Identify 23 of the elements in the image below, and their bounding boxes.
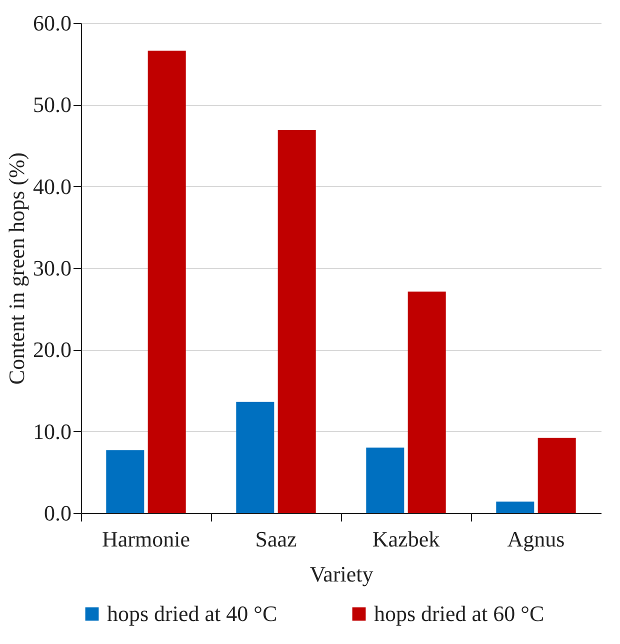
x-tick-label: Kazbek	[372, 526, 440, 552]
legend-label: hops dried at 60 °C	[374, 601, 544, 626]
x-tick-label: Saaz	[255, 526, 297, 552]
bar	[236, 402, 274, 513]
y-tick-label: 40.0	[33, 174, 72, 199]
bar	[106, 450, 144, 513]
y-tick-label: 0.0	[44, 500, 72, 526]
y-tick-label: 30.0	[33, 256, 72, 280]
x-axis-title: Variety	[310, 562, 374, 586]
x-tick-label: Agnus	[507, 526, 565, 552]
bar	[148, 50, 186, 513]
bar	[278, 130, 316, 513]
x-tick-label: Harmonie	[102, 526, 190, 552]
y-tick-label: 50.0	[33, 92, 72, 118]
y-tick-label: 20.0	[33, 337, 72, 362]
bar	[538, 438, 576, 513]
y-tick-label: 10.0	[33, 418, 72, 444]
legend-label: hops dried at 40 °C	[107, 601, 278, 626]
bar	[408, 292, 446, 513]
bar	[366, 448, 404, 513]
y-axis-title: Content in green hops (%)	[4, 152, 29, 385]
y-tick-label: 60.0	[33, 10, 72, 36]
bar	[496, 502, 534, 513]
